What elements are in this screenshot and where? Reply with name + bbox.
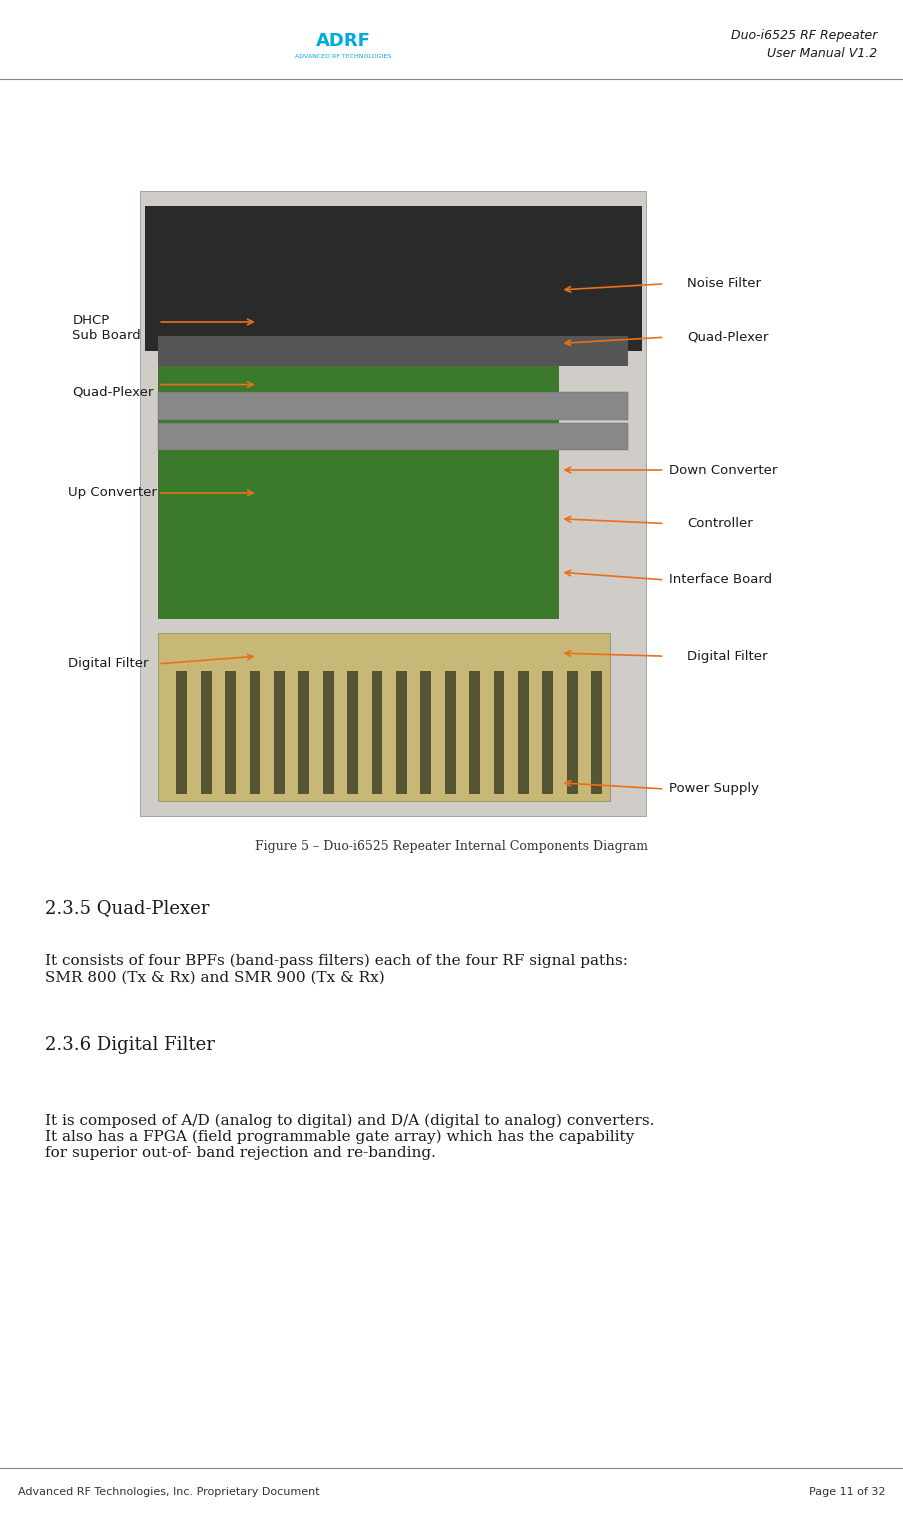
Text: Digital Filter: Digital Filter — [68, 658, 148, 670]
Text: Quad-Plexer: Quad-Plexer — [686, 331, 768, 343]
Text: Duo-i6525 RF Repeater: Duo-i6525 RF Repeater — [730, 29, 876, 41]
FancyBboxPatch shape — [566, 671, 577, 794]
FancyBboxPatch shape — [542, 671, 553, 794]
FancyBboxPatch shape — [225, 671, 236, 794]
Text: Digital Filter: Digital Filter — [686, 650, 767, 662]
FancyBboxPatch shape — [140, 191, 646, 816]
Text: User Manual V1.2: User Manual V1.2 — [766, 47, 876, 60]
Text: Interface Board: Interface Board — [668, 574, 771, 586]
FancyBboxPatch shape — [158, 336, 628, 366]
FancyBboxPatch shape — [298, 671, 309, 794]
FancyBboxPatch shape — [274, 671, 284, 794]
FancyBboxPatch shape — [396, 671, 406, 794]
FancyBboxPatch shape — [200, 671, 211, 794]
Text: ADVANCED RF TECHNOLOGIES: ADVANCED RF TECHNOLOGIES — [295, 53, 391, 60]
Text: Controller: Controller — [686, 517, 752, 530]
Text: Up Converter: Up Converter — [68, 487, 156, 499]
FancyBboxPatch shape — [469, 671, 479, 794]
Text: It is composed of A/D (analog to digital) and D/A (digital to analog) converters: It is composed of A/D (analog to digital… — [45, 1114, 654, 1160]
Text: 2.3.5 Quad-Plexer: 2.3.5 Quad-Plexer — [45, 899, 209, 917]
FancyBboxPatch shape — [347, 671, 358, 794]
FancyBboxPatch shape — [493, 671, 504, 794]
Text: Page 11 of 32: Page 11 of 32 — [808, 1488, 885, 1497]
FancyBboxPatch shape — [249, 671, 260, 794]
Text: Figure 5 – Duo-i6525 Repeater Internal Components Diagram: Figure 5 – Duo-i6525 Repeater Internal C… — [256, 841, 647, 853]
FancyBboxPatch shape — [176, 671, 187, 794]
Text: Power Supply: Power Supply — [668, 783, 759, 795]
FancyBboxPatch shape — [158, 633, 610, 801]
FancyBboxPatch shape — [158, 366, 557, 618]
FancyBboxPatch shape — [322, 671, 333, 794]
Text: It consists of four BPFs (band-pass filters) each of the four RF signal paths:
S: It consists of four BPFs (band-pass filt… — [45, 954, 628, 984]
FancyBboxPatch shape — [144, 206, 641, 351]
FancyBboxPatch shape — [420, 671, 431, 794]
Text: Down Converter: Down Converter — [668, 464, 777, 476]
FancyBboxPatch shape — [158, 423, 628, 450]
Text: DHCP
Sub Board: DHCP Sub Board — [72, 314, 141, 342]
FancyBboxPatch shape — [371, 671, 382, 794]
Text: Noise Filter: Noise Filter — [686, 278, 760, 290]
FancyBboxPatch shape — [158, 392, 628, 420]
FancyBboxPatch shape — [517, 671, 528, 794]
FancyBboxPatch shape — [591, 671, 601, 794]
Text: Quad-Plexer: Quad-Plexer — [72, 386, 154, 398]
Text: Advanced RF Technologies, Inc. Proprietary Document: Advanced RF Technologies, Inc. Proprieta… — [18, 1488, 320, 1497]
FancyBboxPatch shape — [444, 671, 455, 794]
Text: ADRF: ADRF — [316, 32, 370, 50]
Text: 2.3.6 Digital Filter: 2.3.6 Digital Filter — [45, 1036, 215, 1054]
